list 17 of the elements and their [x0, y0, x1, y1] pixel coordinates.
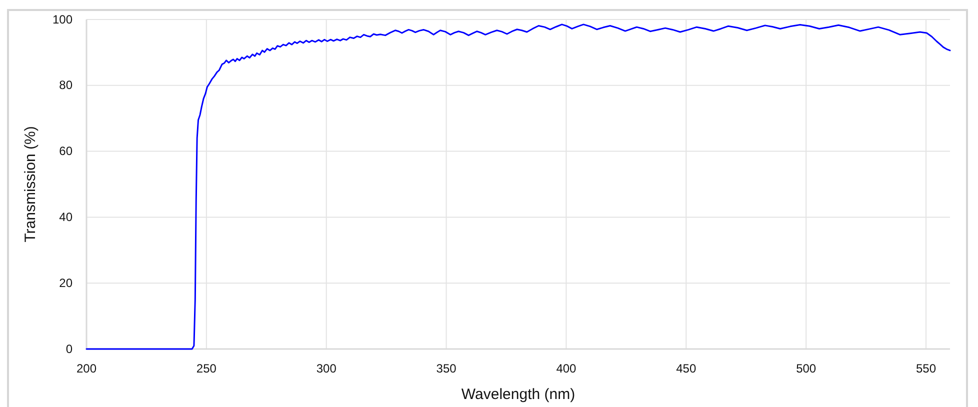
y-tick-label: 100: [52, 12, 73, 26]
x-axis-title: Wavelength (nm): [461, 386, 576, 403]
x-tick-label: 300: [316, 362, 337, 376]
x-tick-label: 450: [676, 362, 696, 376]
x-tick-label: 400: [556, 362, 577, 376]
y-tick-label: 60: [59, 144, 73, 158]
y-axis-title: Transmission (%): [22, 126, 39, 242]
x-tick-label: 500: [796, 362, 816, 376]
x-tick-label: 550: [916, 362, 936, 376]
x-tick-label: 200: [76, 362, 97, 376]
y-tick-label: 0: [66, 342, 73, 356]
y-tick-label: 20: [59, 276, 73, 290]
y-tick-label: 80: [59, 78, 73, 92]
x-tick-label: 350: [436, 362, 457, 376]
x-tick-label: 250: [196, 362, 217, 376]
y-tick-label: 40: [59, 210, 73, 224]
line-series: [86, 24, 951, 350]
